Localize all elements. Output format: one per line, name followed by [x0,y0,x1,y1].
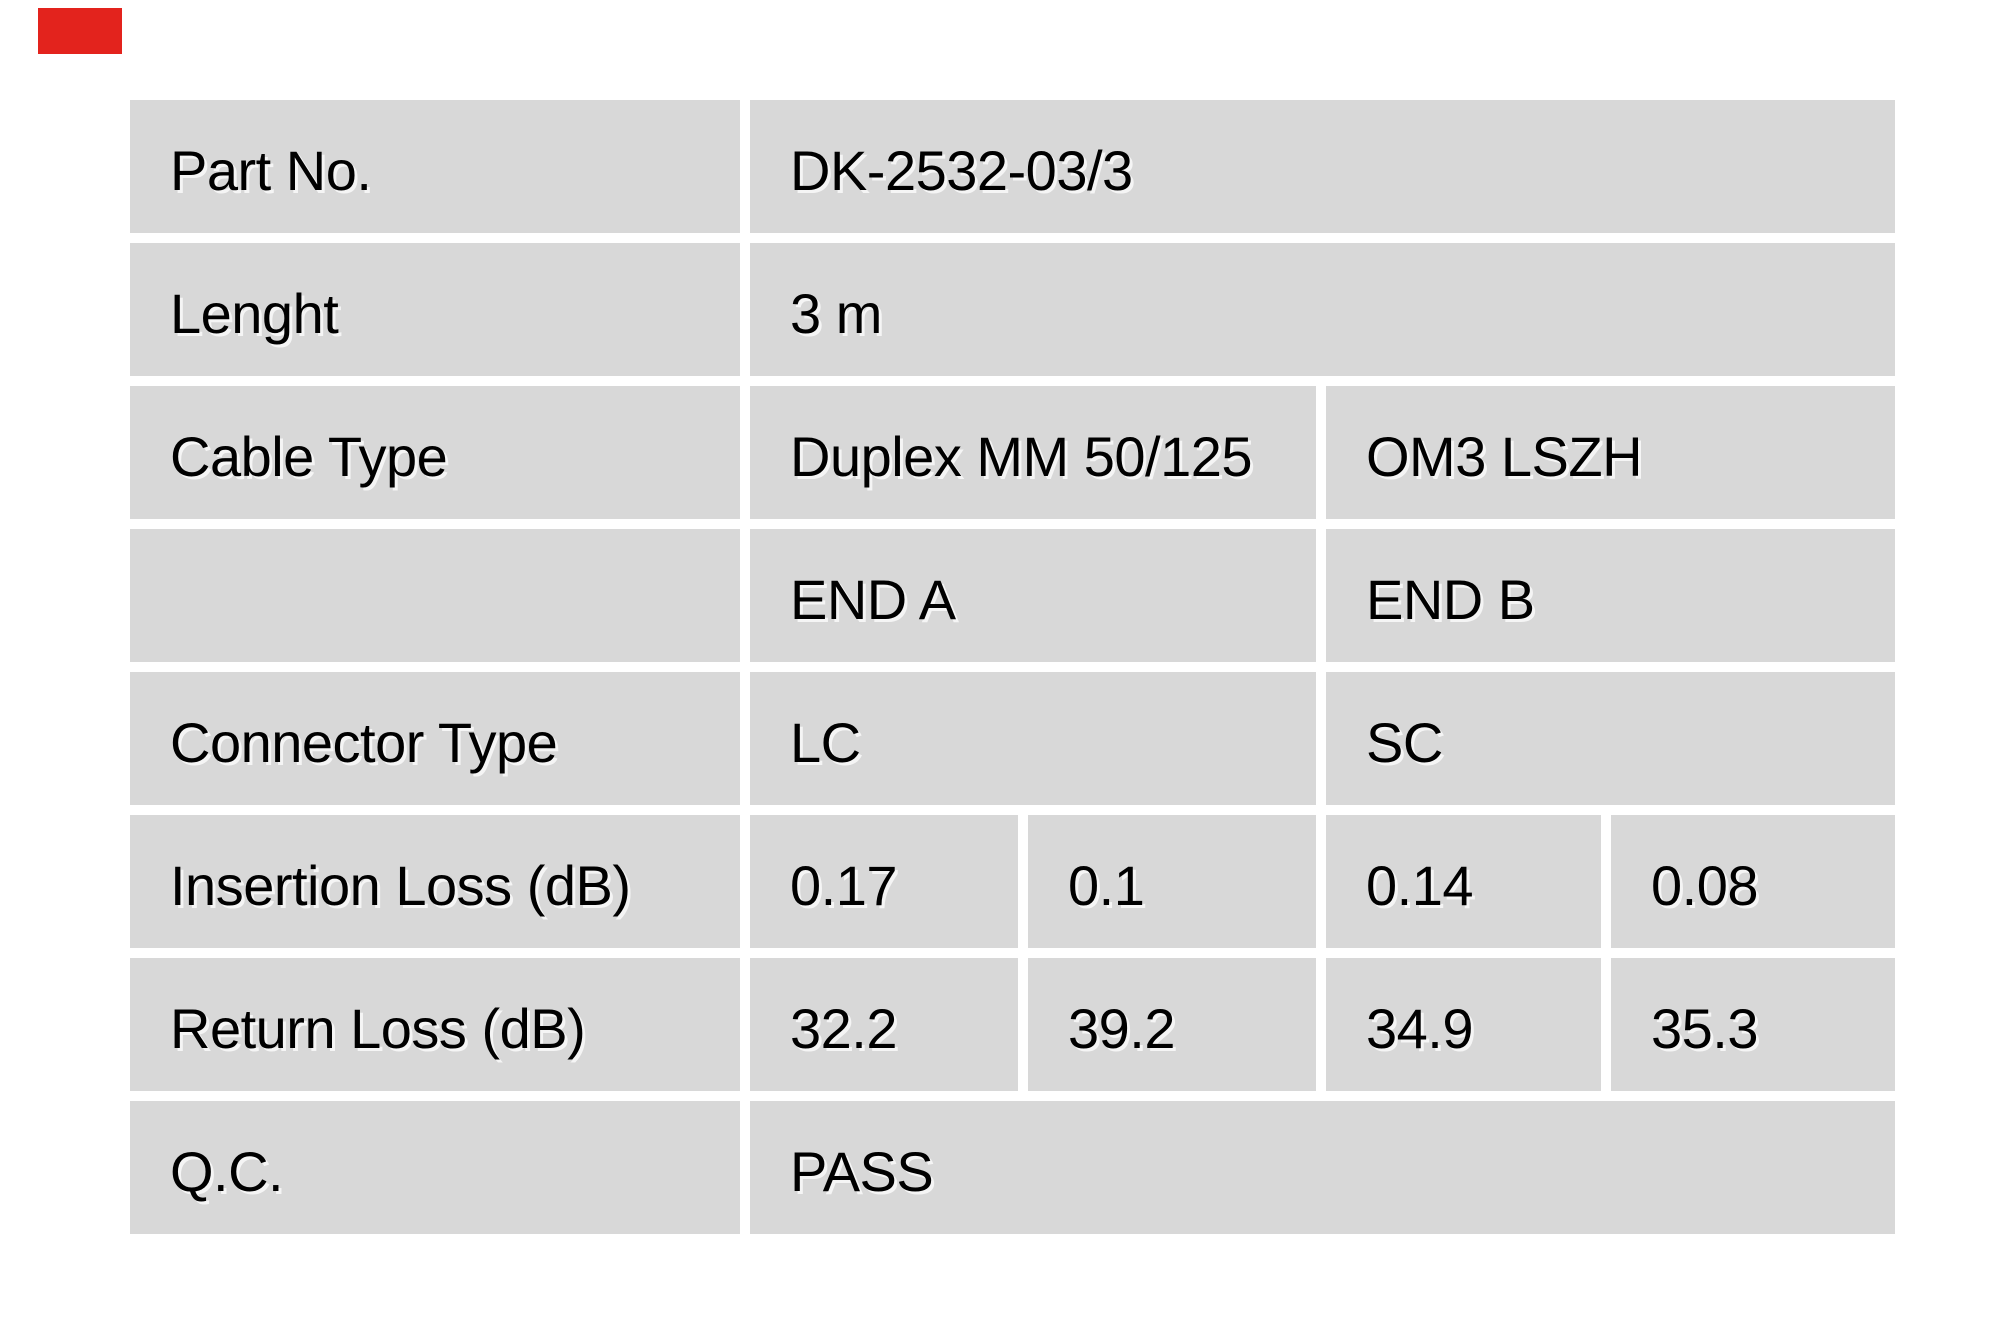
value-cell-length: 3 m [750,243,1895,376]
label-cell-insertion-loss: Insertion Loss (dB) [130,815,740,948]
brand-logo-red-block [38,8,122,54]
value-cell-return-loss-end-b-1: 34.9 [1326,958,1601,1091]
value-cell-insertion-loss-end-a-2: 0.1 [1028,815,1316,948]
label-cell-part-no: Part No. [130,100,740,233]
value-cell-insertion-loss-end-a-1: 0.17 [750,815,1018,948]
value-cell-return-loss-end-a-1: 32.2 [750,958,1018,1091]
value-cell-return-loss-end-b-2: 35.3 [1611,958,1895,1091]
label-cell-length: Lenght [130,243,740,376]
value-cell-return-loss-end-a-2: 39.2 [1028,958,1316,1091]
label-cell-return-loss: Return Loss (dB) [130,958,740,1091]
value-cell-connector-end-a: LC [750,672,1316,805]
header-cell-end-a: END A [750,529,1316,662]
label-cell-qc: Q.C. [130,1101,740,1234]
label-cell-cable-type: Cable Type [130,386,740,519]
value-cell-insertion-loss-end-b-2: 0.08 [1611,815,1895,948]
header-cell-end-b: END B [1326,529,1895,662]
value-cell-connector-end-b: SC [1326,672,1895,805]
spec-table: Part No. DK-2532-03/3 Lenght 3 m Cable T… [130,100,1895,1234]
label-cell-connector-type: Connector Type [130,672,740,805]
value-cell-cable-type-2: OM3 LSZH [1326,386,1895,519]
value-cell-qc: PASS [750,1101,1895,1234]
label-cell-empty [130,529,740,662]
value-cell-cable-type-1: Duplex MM 50/125 [750,386,1316,519]
value-cell-insertion-loss-end-b-1: 0.14 [1326,815,1601,948]
value-cell-part-no: DK-2532-03/3 [750,100,1895,233]
